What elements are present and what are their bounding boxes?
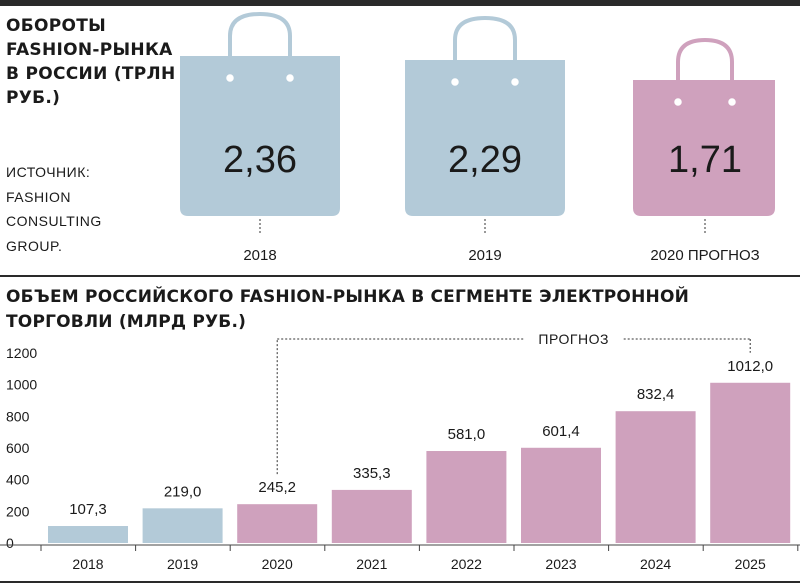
y-tick-label: 800 [6, 408, 30, 424]
top-rule [0, 0, 800, 6]
bar-value-label: 219,0 [164, 483, 202, 500]
bar [331, 489, 412, 543]
x-tick-label: 2019 [167, 556, 198, 572]
turnover-chart-title: ОБОРОТЫ FASHION-РЫНКА В РОССИИ (ТРЛН РУБ… [6, 16, 176, 108]
shopping-bag-icon [180, 56, 340, 216]
bag-handle [676, 37, 734, 104]
bar-value-label: 245,2 [258, 479, 296, 496]
bar-value-label: 832,4 [637, 386, 675, 403]
section-divider [0, 275, 800, 277]
bar [142, 508, 223, 543]
ecommerce-chart-title: ОБЪЕМ РОССИЙСКОГО FASHION-РЫНКА В СЕГМЕН… [6, 287, 690, 332]
bag-category-label: 2020 ПРОГНОЗ [650, 247, 759, 264]
y-tick-label: 200 [6, 503, 30, 519]
bag-category-label: 2019 [468, 247, 501, 264]
bar [237, 504, 318, 543]
bottom-rule [0, 581, 800, 583]
bag-rivet [507, 74, 523, 90]
bar [521, 447, 601, 543]
bar-value-label: 581,0 [448, 426, 486, 443]
bar-value-label: 335,3 [353, 465, 391, 482]
bar-value-label: 601,4 [542, 423, 580, 440]
shopping-bag-icon [405, 60, 565, 216]
forecast-annotation: ПРОГНОЗ [538, 331, 609, 347]
x-tick-label: 2025 [735, 556, 766, 572]
bar [426, 451, 507, 543]
bag-rivet [447, 74, 463, 90]
bag-value-label: 1,71 [668, 139, 742, 181]
y-tick-label: 1000 [6, 377, 37, 393]
x-tick-label: 2022 [451, 556, 482, 572]
bar [48, 526, 128, 543]
source-note: ИСТОЧНИК: FASHION CONSULTING GROUP. [6, 164, 102, 254]
bag-value-label: 2,36 [223, 139, 297, 181]
x-tick-label: 2020 [262, 556, 293, 572]
bag-category-label: 2018 [243, 247, 276, 264]
bag-rivet [282, 70, 298, 86]
bar [615, 411, 696, 543]
y-tick-label: 400 [6, 472, 30, 488]
bag-rivet [724, 94, 740, 110]
bar [710, 382, 791, 543]
shopping-bag-icon [633, 80, 775, 216]
bar-value-label: 107,3 [69, 501, 107, 518]
y-tick-label: 600 [6, 440, 30, 456]
x-tick-label: 2021 [356, 556, 387, 572]
bag-handle [228, 11, 292, 80]
y-tick-label: 1200 [6, 345, 37, 361]
x-tick-label: 2018 [72, 556, 103, 572]
x-tick-label: 2024 [640, 556, 671, 572]
bag-rivet [222, 70, 238, 86]
bag-value-label: 2,29 [448, 139, 522, 181]
x-tick-label: 2023 [545, 556, 576, 572]
bag-handle [453, 15, 517, 84]
bag-rivet [670, 94, 686, 110]
bar-value-label: 1012,0 [727, 358, 773, 375]
y-tick-label: 0 [6, 535, 14, 551]
